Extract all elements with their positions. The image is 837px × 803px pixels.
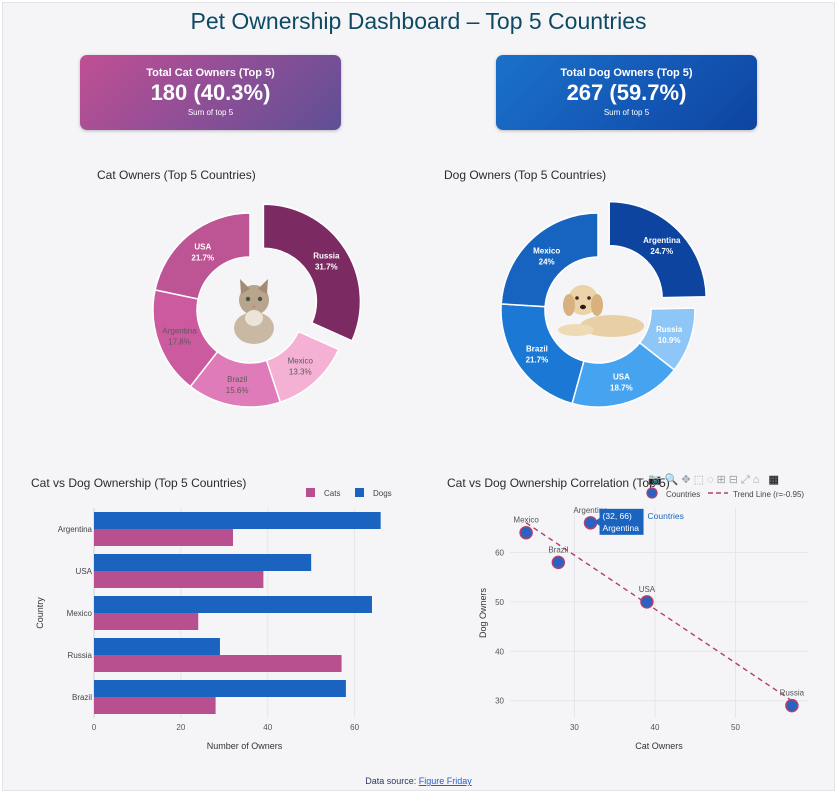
scatter-plot-area — [510, 508, 808, 718]
bar-chart-title: Cat vs Dog Ownership (Top 5 Countries) — [31, 476, 247, 490]
scatter-point-usa — [640, 595, 654, 609]
kpi-dog-value: 267 (59.7%) — [566, 80, 687, 105]
kpi-card-cat: Total Cat Owners (Top 5) 180 (40.3%) Sum… — [80, 55, 341, 130]
chart-toolbar[interactable]: 📷🔍✥⬚◌⊞⊟⤢⌂ ▦ — [648, 473, 782, 487]
scatter-legend-trend-label: Trend Line (r=-0.95) — [733, 490, 804, 499]
scatter-legend-countries-label: Countries — [666, 490, 700, 499]
kpi-cat-sub: Sum of top 5 — [187, 108, 234, 117]
scatter-tooltip-pointer — [594, 517, 600, 526]
dog-donut-title: Dog Owners (Top 5 Countries) — [444, 168, 607, 182]
scatter-point-label-usa: USA — [639, 585, 656, 594]
scatter-legend-countries-marker — [646, 487, 658, 499]
scatter-point-label-brazil: Brazil — [548, 545, 568, 554]
kpi-cat-label: Total Cat Owners (Top 5) — [146, 67, 275, 79]
scatter-tooltip-trace: Countries — [648, 511, 684, 521]
footer: Data source: Figure Friday — [0, 776, 837, 786]
scatter-x-tick: 30 — [570, 723, 579, 732]
scatter-tooltip-coords: (32, 66) — [603, 511, 632, 521]
kpi-card-dog: Total Dog Owners (Top 5) 267 (59.7%) Sum… — [496, 55, 757, 130]
scatter-point-label-argentina: Argentina — [573, 506, 608, 515]
scatter-point-argentina — [583, 516, 598, 530]
toolbar-icons[interactable]: 📷🔍✥⬚◌⊞⊟⤢⌂ — [648, 474, 763, 486]
kpi-cat-value: 180 (40.3%) — [150, 80, 271, 105]
scatter-point-label-mexico: Mexico — [513, 516, 539, 525]
cat-donut-title: Cat Owners (Top 5 Countries) — [97, 168, 256, 182]
page-title: Pet Ownership Dashboard – Top 5 Countrie… — [190, 8, 647, 34]
scatter-point-russia — [785, 698, 799, 713]
scatter-x-axis-label: Cat Owners — [635, 741, 683, 751]
footer-source-link[interactable]: Figure Friday — [418, 776, 472, 786]
scatter-point-brazil — [551, 555, 566, 570]
scatter-y-tick: 40 — [495, 647, 504, 656]
scatter-y-tick: 50 — [495, 598, 504, 607]
scatter-point-label-russia: Russia — [780, 689, 805, 698]
scatter-point-mexico — [519, 525, 533, 540]
scatter-x-tick: 40 — [651, 723, 660, 732]
plotly-logo-icon[interactable]: ▦ — [768, 474, 782, 486]
scatter-tooltip-point: Argentina — [603, 523, 640, 533]
scatter-x-tick: 50 — [731, 723, 740, 732]
scatter-y-tick: 30 — [495, 697, 504, 706]
scatter-tooltip-box — [599, 508, 644, 535]
scatter-y-tick: 60 — [495, 548, 504, 557]
kpi-dog-label: Total Dog Owners (Top 5) — [560, 67, 693, 79]
scatter-y-axis-label: Dog Owners — [478, 587, 488, 638]
footer-prefix: Data source: — [365, 776, 419, 786]
scatter-chart-title: Cat vs Dog Ownership Correlation (Top 5) — [447, 476, 670, 490]
kpi-dog-sub: Sum of top 5 — [603, 108, 650, 117]
